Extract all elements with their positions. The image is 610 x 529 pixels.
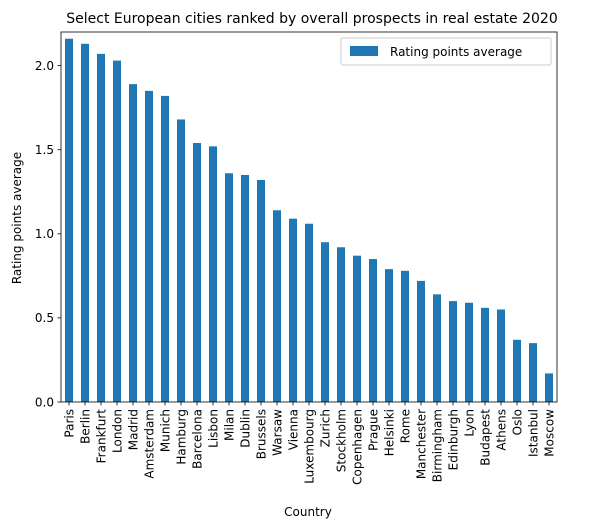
bar-stockholm (337, 247, 345, 402)
x-tick-label: Warsaw (270, 409, 284, 456)
bar-budapest (481, 307, 489, 402)
bar-amsterdam (145, 90, 153, 403)
x-tick-label: Moscow (542, 409, 556, 457)
x-tick-label: Birmingham (430, 409, 444, 482)
x-tick-label: Istanbul (526, 409, 540, 457)
x-tick-label: Copenhagen (350, 409, 364, 485)
x-tick-label: Manchester (414, 409, 428, 479)
bar-brussels (257, 180, 265, 402)
bar-athens (497, 309, 505, 402)
bar-vienna (289, 218, 297, 402)
bar-dublin (241, 174, 249, 402)
x-tick-label: Brussels (254, 409, 268, 459)
legend-label: Rating points average (390, 45, 522, 59)
bar-luxembourg (305, 223, 313, 402)
bar-zurich (321, 242, 329, 402)
bar-berlin (81, 43, 89, 403)
bar-lisbon (209, 146, 217, 402)
x-tick-label: Amsterdam (142, 409, 156, 479)
y-axis: 0.0 0.5 1.0 1.5 2.0 (35, 59, 61, 409)
bar-london (113, 60, 121, 403)
x-tick-label: Stockholm (334, 409, 348, 472)
bar-copenhagen (353, 255, 361, 402)
y-axis-title: Rating points average (10, 152, 24, 284)
x-tick-label: Athens (494, 409, 508, 451)
bar-oslo (513, 339, 521, 402)
x-tick-label: Frankfurt (94, 409, 108, 464)
bar-helsinki (385, 269, 393, 402)
bar-madrid (129, 84, 137, 402)
x-tick-label: Prague (366, 409, 380, 451)
x-tick-label: Lyon (462, 409, 476, 437)
bar-paris (65, 38, 73, 402)
x-tick-label: Berlin (78, 409, 92, 444)
bar-hamburg (177, 119, 185, 402)
x-tick-label: Dublin (238, 409, 252, 448)
bar-manchester (417, 280, 425, 402)
x-tick-label: Budapest (478, 409, 492, 466)
legend-swatch (350, 46, 378, 56)
bar-munich (161, 95, 169, 402)
bar-lyon (465, 302, 473, 402)
bar-barcelona (193, 143, 201, 402)
x-tick-label: Madrid (126, 409, 140, 450)
x-tick-label: Munich (158, 409, 172, 452)
x-tick-label: Hamburg (174, 409, 188, 465)
legend: Rating points average (340, 37, 552, 66)
y-tick-label: 0.0 (35, 395, 54, 409)
x-tick-label: Edinburgh (446, 409, 460, 470)
y-tick-label: 0.5 (35, 311, 54, 325)
bar-warsaw (273, 210, 281, 402)
bar-edinburgh (449, 301, 457, 402)
x-tick-label: Barcelona (190, 409, 204, 469)
x-axis: Paris Berlin Frankfurt London Madrid Amsterda… (62, 402, 556, 485)
x-tick-label: Rome (398, 409, 412, 443)
bar-birmingham (433, 294, 441, 402)
x-axis-title: Country (284, 505, 332, 519)
y-tick-label: 2.0 (35, 59, 54, 73)
y-tick-label: 1.0 (35, 227, 54, 241)
x-tick-label: Vienna (286, 409, 300, 450)
bar-moscow (545, 373, 553, 402)
plot-area (60, 31, 558, 403)
x-tick-label: Lisbon (206, 409, 220, 448)
bar-frankfurt (97, 53, 105, 403)
x-tick-label: Oslo (510, 409, 524, 435)
x-tick-label: Luxembourg (302, 409, 316, 484)
x-tick-label: Helsinki (382, 409, 396, 456)
y-tick-label: 1.5 (35, 143, 54, 157)
x-tick-label: Milan (222, 409, 236, 441)
x-tick-label: London (110, 409, 124, 453)
bar-istanbul (529, 343, 537, 402)
x-tick-label: Paris (62, 409, 76, 438)
legend-frame (340, 37, 552, 66)
x-tick-label: Zurich (318, 409, 332, 447)
bar-rome (401, 270, 409, 402)
chart-title: Select European cities ranked by overall… (66, 11, 558, 27)
bar-milan (225, 173, 233, 402)
bar-prague (369, 259, 377, 402)
